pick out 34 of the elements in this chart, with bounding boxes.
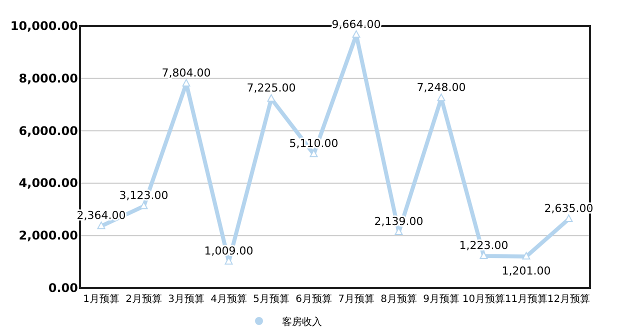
point (522, 252, 530, 260)
text: 7,804.00 (162, 66, 211, 80)
point (182, 79, 190, 87)
point (437, 94, 446, 102)
text: 1,201.00 (502, 264, 551, 278)
point (352, 30, 360, 38)
point (267, 94, 276, 102)
x-tick-label: 8月预算 (380, 293, 417, 305)
text: 7,225.00 (246, 82, 296, 95)
text: 2,139.00 (374, 214, 424, 228)
x-tick-label: 2月预算 (126, 293, 162, 305)
y-tick-label: 4,000.00 (18, 176, 78, 190)
x-tick-label: 6月预算 (296, 293, 332, 305)
x-tick-label: 9月预算 (423, 293, 460, 305)
x-tick-label: 11月预算 (504, 293, 548, 305)
x-tick-label: 5月预算 (253, 293, 290, 305)
legend-label: 客房收入 (282, 316, 322, 328)
text: 7,248.00 (416, 81, 466, 94)
x-tick-label: 1月预算 (83, 293, 120, 305)
y-tick-label: 10,000.00 (10, 19, 78, 33)
text: 5,110.00 (289, 137, 338, 150)
x-tick-label: 7月预算 (338, 293, 374, 305)
point (97, 222, 106, 230)
x-tick-label: 3月预算 (168, 293, 204, 305)
text: 3,123.00 (119, 189, 168, 202)
y-tick-label: 2,000.00 (18, 228, 78, 243)
x-tick-label: 4月预算 (210, 293, 247, 305)
y-tick-label: 8,000.00 (18, 71, 78, 86)
x-tick-label: 10月预算 (462, 293, 506, 305)
text: 1,009.00 (204, 244, 254, 258)
y-tick-label: 6,000.00 (18, 124, 78, 138)
x-tick-label: 12月预算 (547, 293, 590, 305)
y-tick-label: 0.00 (48, 281, 78, 295)
text: 1,223.00 (459, 238, 508, 252)
